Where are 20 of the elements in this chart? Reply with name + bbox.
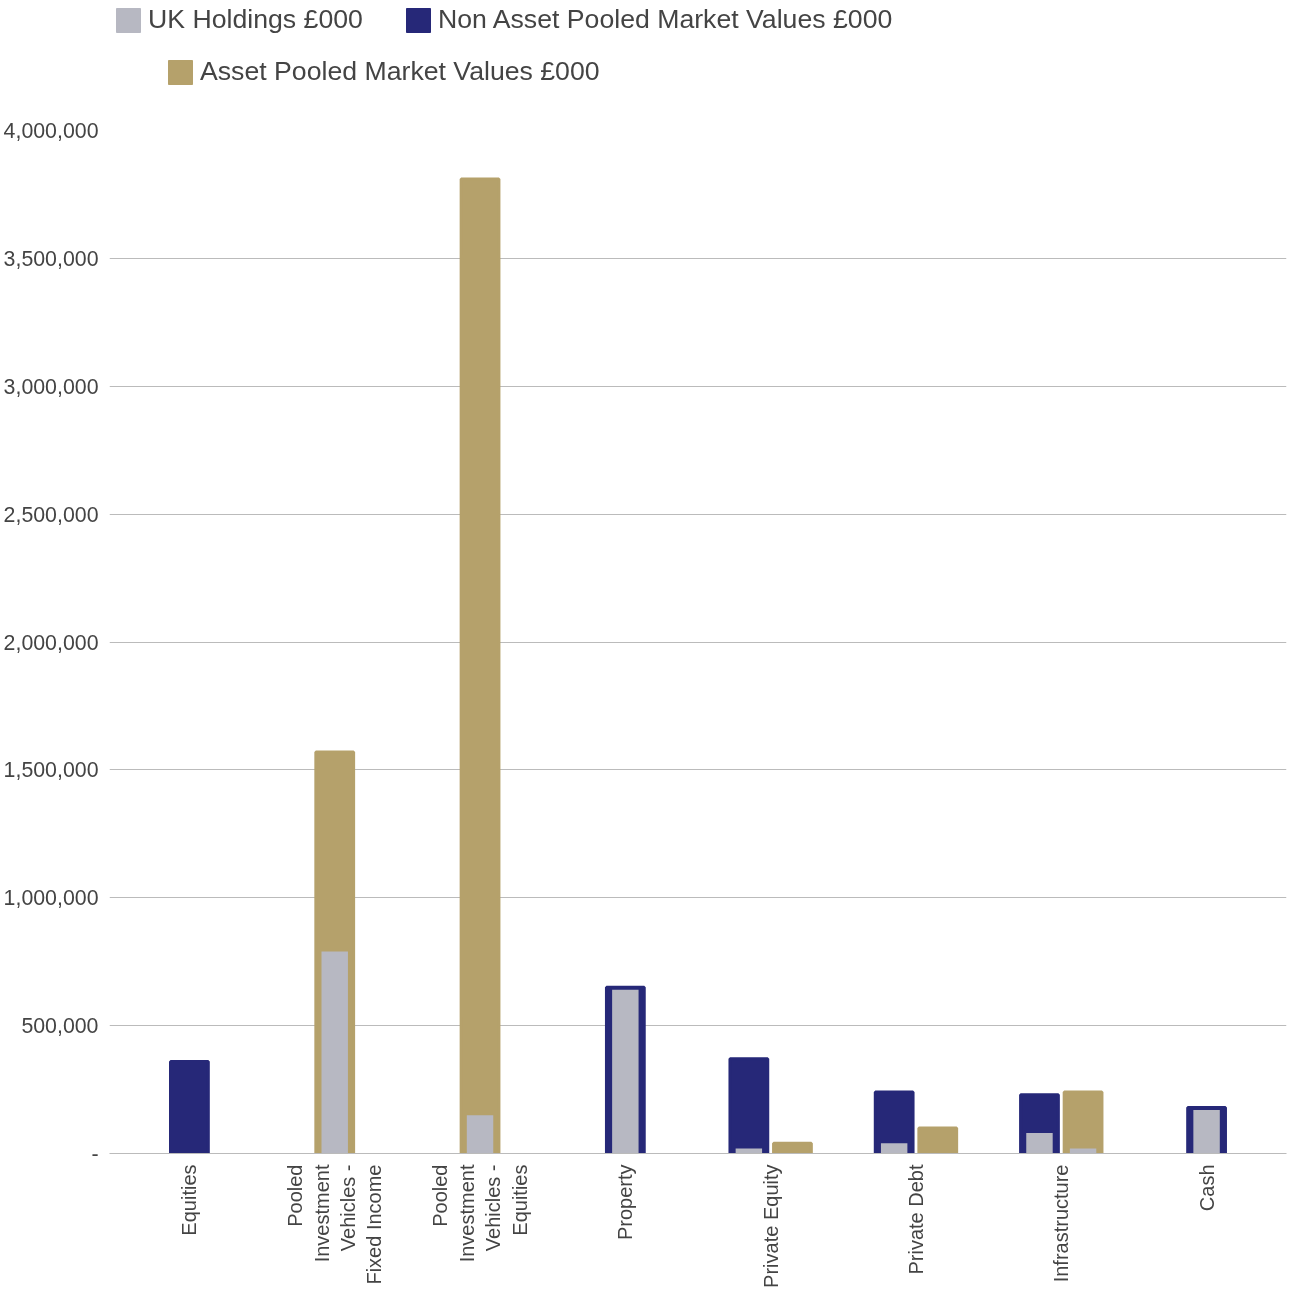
- y-tick-label: 1,000,000: [3, 886, 99, 911]
- y-tick-label: 2,500,000: [3, 502, 99, 527]
- legend-label: Non Asset Pooled Market Values £000: [437, 4, 893, 35]
- y-tick-label: 3,500,000: [3, 246, 99, 271]
- y-tick-label: 1,500,000: [3, 758, 99, 783]
- y-tick-label: 3,000,000: [3, 374, 99, 399]
- x-tick-label: Infrastructure: [1050, 1164, 1073, 1283]
- x-tick-label: Equities: [178, 1164, 201, 1236]
- legend-label: Asset Pooled Market Values £000: [200, 56, 600, 87]
- x-tick-label: Cash: [1195, 1164, 1218, 1212]
- y-tick-label: 4,000,000: [3, 119, 99, 143]
- y-tick-label: 500,000: [21, 1014, 99, 1039]
- x-tick-label: Property: [614, 1164, 637, 1241]
- y-tick-label: 2,000,000: [3, 630, 99, 655]
- y-tick-label: -: [91, 1142, 99, 1166]
- x-tick-label: Pooled Investment Vehicles - Equities: [429, 1164, 531, 1263]
- x-tick-label: Private Equity: [759, 1164, 782, 1288]
- legend-label: UK Holdings £000: [148, 4, 363, 35]
- x-tick-label: Pooled Investment Vehicles - Fixed Income: [284, 1164, 386, 1285]
- x-tick-label: Private Debt: [904, 1164, 927, 1275]
